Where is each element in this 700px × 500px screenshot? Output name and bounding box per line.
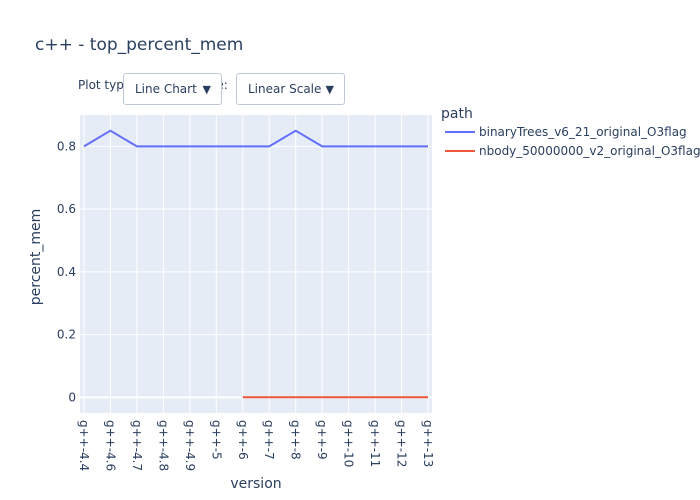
x-tick-label: g++-10 [342, 420, 356, 467]
plot-type-value: Line Chart [135, 82, 197, 96]
y-tick-label: 0.4 [57, 265, 76, 279]
legend: path binaryTrees_v6_21_original_O3flagnb… [441, 106, 700, 158]
x-tick-label: g++-4.6 [103, 420, 117, 471]
chart-title: c++ - top_percent_mem [35, 35, 243, 55]
x-axis-ticks: g++-4.4 g++-4.6 g++-4.7 g++-4.8 g++-4.9 g++-5… [77, 420, 435, 471]
x-tick-label: g++-11 [368, 420, 382, 467]
plot-area [80, 115, 432, 413]
plot-type-label: Plot type [78, 78, 132, 92]
series-lines [83, 129, 428, 399]
y-tick-label: 0.8 [57, 139, 76, 153]
y-tick-label: 0.6 [57, 202, 76, 216]
plot-type-dropdown[interactable]: Line Chart ▼ [123, 73, 222, 105]
y-tick-label: 0 [68, 390, 76, 404]
chevron-down-icon: ▼ [325, 82, 334, 96]
y-axis-title: percent_mem [28, 209, 44, 306]
x-tick-label: g++-12 [395, 420, 409, 467]
scale-dropdown[interactable]: Linear Scale ▼ [236, 73, 345, 105]
y-axis-ticks: 0 0.2 0.4 0.6 0.8 [57, 139, 76, 404]
x-tick-label: g++-5 [209, 420, 223, 460]
legend-title: path [441, 106, 473, 122]
x-tick-label: g++-4.7 [130, 420, 144, 471]
x-tick-label: g++-8 [289, 420, 303, 460]
x-axis-title: version [230, 476, 281, 492]
x-tick-label: g++-4.9 [183, 420, 197, 471]
x-tick-label: g++-9 [315, 420, 329, 460]
x-tick-label: g++-4.4 [77, 420, 91, 471]
y-tick-label: 0.2 [57, 328, 76, 342]
x-tick-label: g++-6 [236, 420, 250, 460]
x-tick-label: g++-4.8 [156, 420, 170, 471]
x-tick-label: g++-7 [262, 420, 276, 460]
series-line [83, 129, 428, 148]
x-tick-label: g++-13 [421, 420, 435, 467]
scale-value: Linear Scale [248, 82, 322, 96]
legend-item-label: nbody_50000000_v2_original_O3flag [479, 144, 700, 158]
grid-lines [80, 115, 432, 413]
legend-item-label: binaryTrees_v6_21_original_O3flag [479, 125, 687, 139]
chevron-down-icon: ▼ [202, 82, 211, 96]
